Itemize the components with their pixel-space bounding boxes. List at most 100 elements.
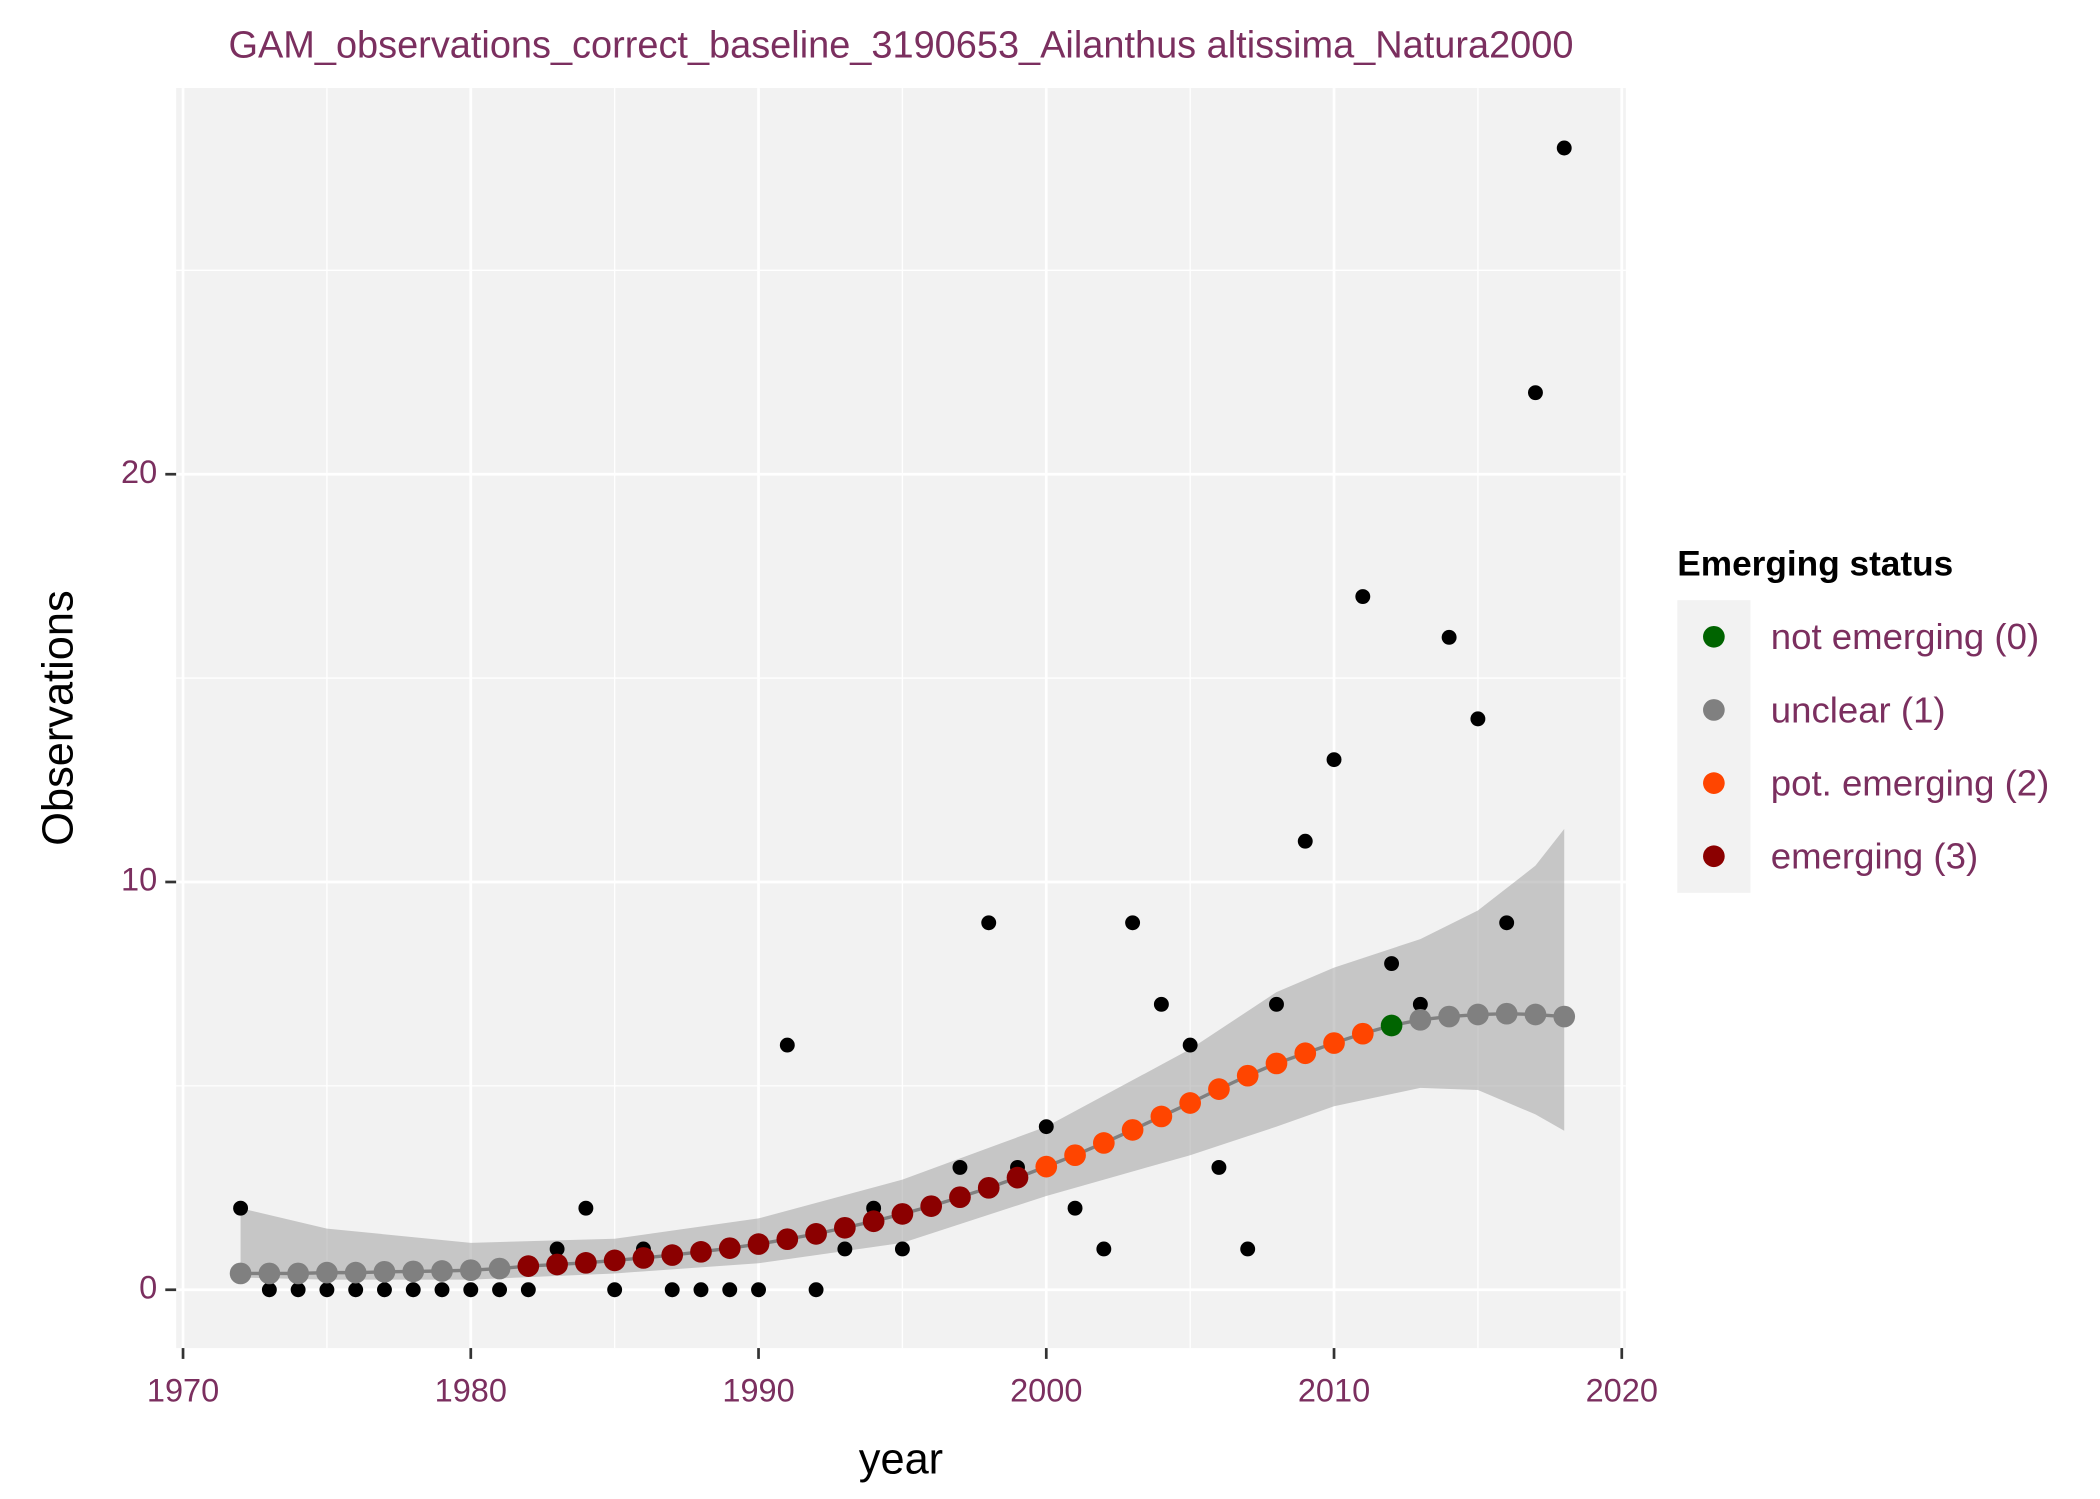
- fit-point: [949, 1186, 971, 1209]
- fit-point: [1323, 1032, 1345, 1054]
- fit-point: [1553, 1005, 1576, 1028]
- observation-point: [1240, 1241, 1256, 1257]
- fit-point: [718, 1237, 741, 1260]
- observation-point: [1067, 1200, 1083, 1216]
- x-tick-label: 2010: [1298, 1372, 1370, 1408]
- observation-point: [1470, 711, 1486, 727]
- observation-point: [1412, 996, 1428, 1012]
- observation-point: [261, 1282, 277, 1298]
- observation-point: [463, 1282, 479, 1298]
- observation-point: [1096, 1241, 1112, 1257]
- fit-point: [1006, 1166, 1029, 1189]
- fit-point: [1524, 1003, 1547, 1026]
- y-tick-label: 0: [139, 1269, 157, 1305]
- x-tick-label: 2000: [1010, 1372, 1082, 1408]
- observation-point: [1556, 140, 1572, 156]
- observation-point: [693, 1282, 709, 1298]
- legend-label: pot. emerging (2): [1771, 762, 2050, 803]
- fit-point: [517, 1255, 540, 1277]
- observation-point: [1384, 956, 1400, 971]
- observation-point: [1182, 1037, 1198, 1053]
- fit-point: [834, 1216, 856, 1239]
- observation-point: [1441, 629, 1457, 645]
- fit-point: [1150, 1105, 1173, 1128]
- observation-point: [1499, 915, 1515, 931]
- observation-point: [233, 1200, 249, 1216]
- fit-point: [1064, 1144, 1086, 1167]
- fit-point: [862, 1210, 885, 1233]
- observation-point: [894, 1241, 910, 1257]
- fit-point: [1092, 1132, 1115, 1154]
- fit-point: [258, 1262, 281, 1285]
- legend-key: [1703, 845, 1725, 868]
- fit-point: [575, 1252, 597, 1274]
- fit-point: [805, 1223, 827, 1245]
- observation-point: [434, 1282, 450, 1298]
- fit-point: [1265, 1052, 1288, 1075]
- x-tick-label: 1980: [435, 1372, 507, 1408]
- fit-point: [1179, 1092, 1201, 1114]
- fit-point: [603, 1249, 626, 1272]
- x-tick-label: 1970: [147, 1372, 219, 1408]
- x-tick-label: 2020: [1586, 1372, 1658, 1408]
- observation-point: [578, 1200, 594, 1216]
- fit-point: [1121, 1119, 1144, 1141]
- legend-label: unclear (1): [1771, 689, 1946, 730]
- observation-point: [1326, 752, 1342, 768]
- fit-point: [690, 1240, 712, 1263]
- observation-point: [492, 1282, 508, 1298]
- observation-point: [1038, 1119, 1054, 1135]
- observation-point: [1297, 833, 1313, 849]
- legend-key: [1703, 625, 1725, 648]
- fit-point: [229, 1262, 252, 1285]
- y-tick-label: 10: [121, 862, 157, 898]
- x-tick-label: 1990: [722, 1372, 794, 1408]
- observation-point: [607, 1282, 623, 1298]
- observation-point: [1528, 385, 1543, 401]
- observation-point: [1125, 915, 1141, 931]
- fit-point: [344, 1261, 367, 1284]
- legend-title: Emerging status: [1677, 545, 1953, 584]
- observation-point: [981, 915, 997, 931]
- fit-point: [661, 1244, 684, 1266]
- observation-point: [664, 1282, 680, 1298]
- observation-point: [1211, 1159, 1227, 1175]
- legend-key: [1703, 772, 1725, 794]
- fit-point: [632, 1247, 655, 1269]
- observation-point: [290, 1282, 306, 1298]
- fit-point: [1208, 1078, 1230, 1100]
- observation-point: [808, 1282, 824, 1298]
- observation-point: [1269, 996, 1284, 1012]
- fit-point: [1236, 1064, 1259, 1087]
- fit-point: [287, 1262, 309, 1285]
- plot-panel: [176, 88, 1626, 1349]
- fit-point: [776, 1228, 799, 1251]
- observation-point: [1355, 589, 1371, 605]
- observation-point: [952, 1159, 968, 1175]
- observation-point: [405, 1282, 421, 1298]
- legend-key: [1703, 699, 1725, 721]
- fit-point: [1409, 1008, 1432, 1031]
- fit-point: [459, 1259, 482, 1282]
- y-axis-label: Observations: [34, 590, 82, 845]
- fit-point: [373, 1260, 396, 1283]
- observation-point: [319, 1282, 335, 1298]
- legend-key-background: [1677, 600, 1751, 893]
- observation-point: [377, 1282, 392, 1298]
- fit-point: [1035, 1155, 1058, 1178]
- fit-point: [747, 1233, 770, 1255]
- legend-label: emerging (3): [1771, 836, 1978, 877]
- observation-point: [520, 1282, 536, 1298]
- fit-point: [431, 1260, 453, 1282]
- fit-point: [977, 1176, 1000, 1199]
- fit-point: [1294, 1042, 1317, 1065]
- x-axis-label: year: [859, 1435, 943, 1483]
- fit-point: [402, 1260, 425, 1283]
- y-tick-label: 20: [121, 454, 157, 490]
- observation-point: [348, 1282, 364, 1298]
- observation-point: [837, 1241, 853, 1257]
- observation-point: [751, 1282, 766, 1298]
- observation-point: [1153, 996, 1169, 1012]
